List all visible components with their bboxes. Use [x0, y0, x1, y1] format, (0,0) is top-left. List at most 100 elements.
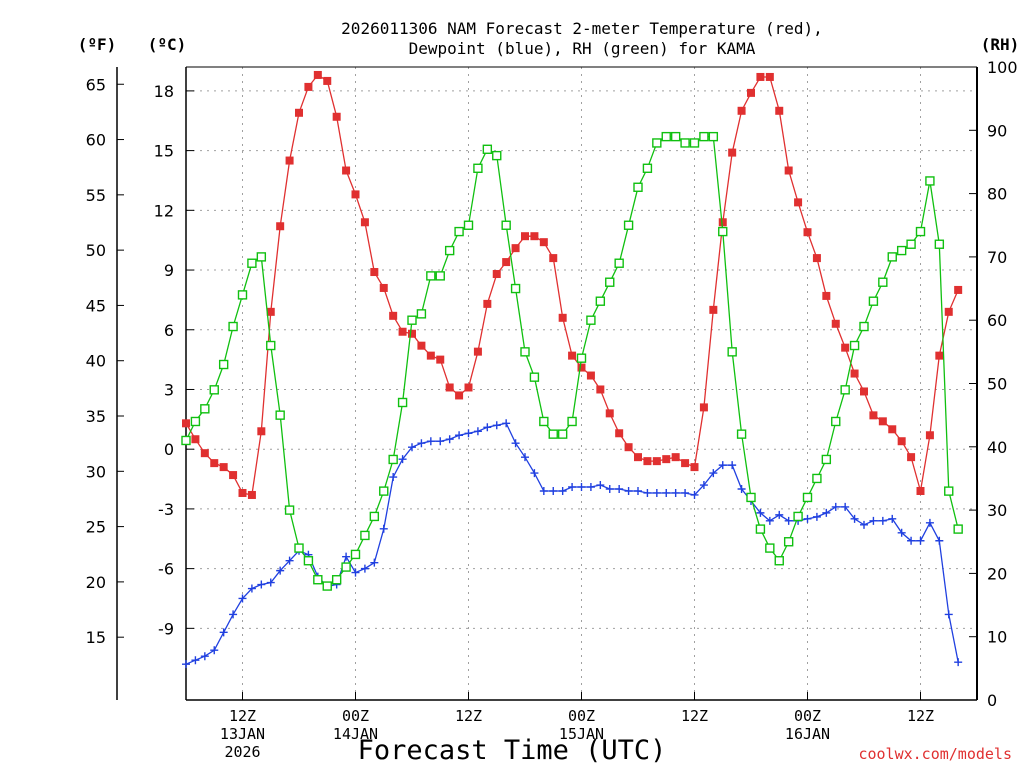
- rh-point: [812, 473, 822, 484]
- x-tick-label: 15JAN: [559, 725, 604, 743]
- fahrenheit-tick-label: 55: [86, 186, 106, 205]
- rh-point: [303, 556, 314, 566]
- temperature-point: [238, 488, 247, 497]
- series-plot: [181, 70, 963, 669]
- temperature-point: [671, 453, 680, 462]
- dewpoint-point: [728, 461, 737, 470]
- dewpoint-point: [200, 652, 209, 661]
- dewpoint-point: [831, 502, 840, 511]
- dewpoint-point: [878, 516, 887, 525]
- fahrenheit-axis-unit: (ºF): [78, 35, 117, 54]
- dewpoint-point: [483, 423, 492, 432]
- temperature-point: [747, 88, 755, 97]
- rh-tick-label: 60: [987, 311, 1007, 330]
- rh-point: [642, 163, 653, 173]
- temperature-point: [473, 347, 482, 356]
- rh-point: [190, 416, 201, 427]
- rh-point: [925, 176, 935, 186]
- rh-point: [313, 575, 323, 585]
- dewpoint-point: [455, 431, 464, 440]
- rh-point: [247, 258, 257, 268]
- temperature-point: [615, 429, 624, 438]
- rh-point: [284, 505, 295, 515]
- dewpoint-point: [634, 486, 642, 495]
- rh-point: [689, 138, 700, 148]
- temperature-point: [775, 106, 784, 115]
- temperature-point: [247, 490, 256, 499]
- dewpoint-point: [539, 486, 548, 495]
- x-tick-label: 12Z: [455, 707, 482, 725]
- dewpoint-point: [511, 439, 520, 448]
- x-tick-label: 14JAN: [333, 725, 378, 743]
- rh-point: [416, 309, 427, 319]
- celsius-tick-label: 6: [164, 321, 174, 340]
- dewpoint-point: [907, 536, 916, 545]
- rh-point: [407, 315, 417, 325]
- temperature-point: [539, 238, 548, 247]
- rh-point: [228, 321, 238, 332]
- celsius-tick-label: -6: [158, 560, 174, 579]
- rh-point: [595, 296, 606, 306]
- dewpoint-point: [935, 536, 944, 545]
- rh-axis-unit: (RH): [981, 35, 1020, 54]
- temperature-point: [737, 106, 746, 115]
- temperature-point: [530, 232, 539, 241]
- rh-point: [181, 435, 191, 446]
- fahrenheit-tick-label: 40: [86, 352, 106, 371]
- dewpoint-point: [558, 486, 567, 495]
- rh-point: [322, 581, 332, 591]
- rh-point: [708, 131, 719, 142]
- temperature-point: [455, 391, 464, 400]
- dewpoint-point: [652, 488, 661, 497]
- rh-point: [774, 556, 784, 566]
- temperature-point: [568, 351, 577, 360]
- rh-point: [379, 486, 389, 496]
- rh-point: [576, 353, 587, 363]
- temperature-point: [426, 351, 435, 360]
- temperature-point: [492, 270, 501, 279]
- temperature-point: [596, 385, 605, 394]
- temperature-point: [944, 307, 953, 316]
- dewpoint-point: [737, 485, 746, 493]
- dewpoint-point: [671, 488, 680, 497]
- rh-point: [350, 549, 361, 560]
- dewpoint-point: [238, 594, 247, 603]
- rh-point: [548, 429, 558, 439]
- rh-point: [906, 239, 916, 249]
- rh-tick-label: 90: [987, 121, 1007, 140]
- rh-point: [369, 511, 380, 522]
- dewpoint-point: [568, 483, 577, 492]
- rh-point: [821, 454, 832, 465]
- series-plus: [182, 419, 963, 669]
- temperature-point: [191, 435, 200, 444]
- temperature-point: [219, 463, 228, 472]
- dewpoint-point: [417, 439, 426, 448]
- temperature-point: [605, 409, 614, 418]
- temperature-point: [521, 232, 529, 241]
- rh-point: [783, 537, 794, 547]
- dewpoint-point: [624, 486, 633, 495]
- rh-point: [218, 359, 229, 370]
- dewpoint-point: [247, 584, 256, 593]
- temperature-point: [925, 431, 934, 440]
- fahrenheit-tick-label: 25: [86, 518, 106, 537]
- x-tick-label: 12Z: [681, 707, 708, 725]
- temperature-point: [200, 449, 209, 458]
- x-tick-label: 12Z: [907, 707, 934, 725]
- dewpoint-point: [191, 656, 200, 665]
- dewpoint-point: [709, 469, 718, 478]
- temperature-point: [266, 307, 275, 316]
- temperature-point: [445, 383, 454, 392]
- dewpoint-point: [351, 568, 360, 577]
- temperature-point: [502, 258, 511, 267]
- rh-point: [934, 239, 945, 249]
- temperature-point: [389, 311, 398, 320]
- dewpoint-point: [379, 524, 388, 533]
- rh-point: [661, 131, 671, 142]
- celsius-tick-label: 3: [164, 380, 174, 399]
- axes: [116, 66, 978, 701]
- rh-point: [765, 543, 775, 553]
- dewpoint-point: [784, 516, 793, 525]
- rh-point: [680, 138, 690, 148]
- temperature-point: [690, 463, 699, 472]
